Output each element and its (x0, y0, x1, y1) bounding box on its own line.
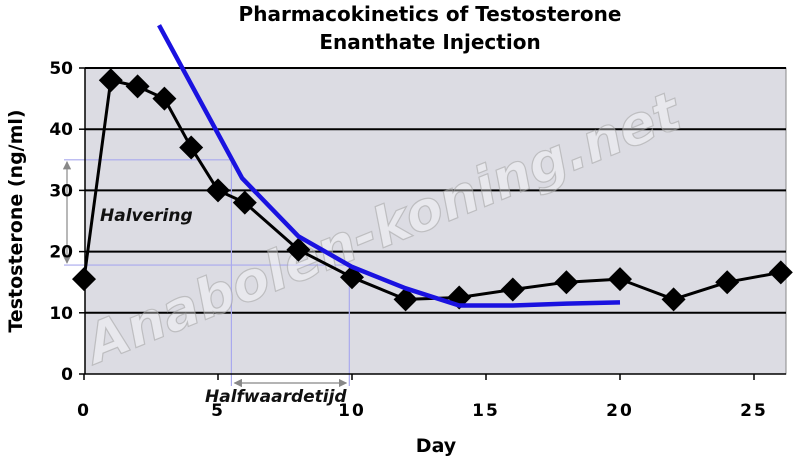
y-tick-label-0: 0 (61, 365, 73, 385)
y-tick-label-10: 10 (49, 304, 73, 324)
y-tick-label-30: 30 (49, 181, 73, 201)
series-0-point-11 (500, 277, 525, 302)
y-axis-label: Testosterone (ng/ml) (5, 109, 27, 332)
x-tick-label-20: 20 (606, 401, 634, 421)
series-0-point-9 (393, 287, 418, 312)
annotation-halvering: Halvering (100, 206, 193, 226)
x-tick-label-15: 15 (472, 401, 500, 421)
x-tick-label-25: 25 (740, 401, 768, 421)
series-0-point-12 (554, 270, 579, 295)
chart-title-line2: Enanthate Injection (319, 30, 540, 54)
x-axis-label: Day (416, 435, 457, 457)
x-tick-label-5: 5 (211, 401, 225, 421)
axes: 0 10 20 30 40 50 0 5 10 15 20 25 (49, 59, 786, 421)
series-0-point-1 (98, 68, 123, 93)
series-0-point-7 (286, 237, 311, 262)
series-0-point-3 (152, 86, 177, 111)
series-0-point-13 (608, 267, 632, 292)
series-0-point-14 (661, 287, 686, 312)
series-0-point-15 (715, 270, 740, 295)
gridlines (85, 67, 786, 314)
y-tick-label-20: 20 (49, 243, 73, 263)
annotation-halfwaardetijd: Halfwaardetijd (205, 387, 347, 407)
series-0-point-4 (179, 135, 204, 160)
series-0-point-6 (232, 190, 257, 215)
plot-area (84, 67, 787, 375)
y-tick-label-50: 50 (49, 59, 73, 79)
series-1-line (157, 24, 621, 308)
x-tick-label-10: 10 (338, 401, 366, 421)
series-0-point-2 (125, 74, 150, 99)
series-0-point-5 (206, 178, 230, 203)
series-group (72, 24, 793, 312)
chart-title-line1: Pharmacokinetics of Testosterone (239, 2, 622, 26)
x-tick-label-0: 0 (77, 401, 91, 421)
series-0-point-0 (72, 267, 96, 292)
series-0-point-16 (768, 260, 793, 285)
y-tick-label-40: 40 (49, 120, 73, 140)
